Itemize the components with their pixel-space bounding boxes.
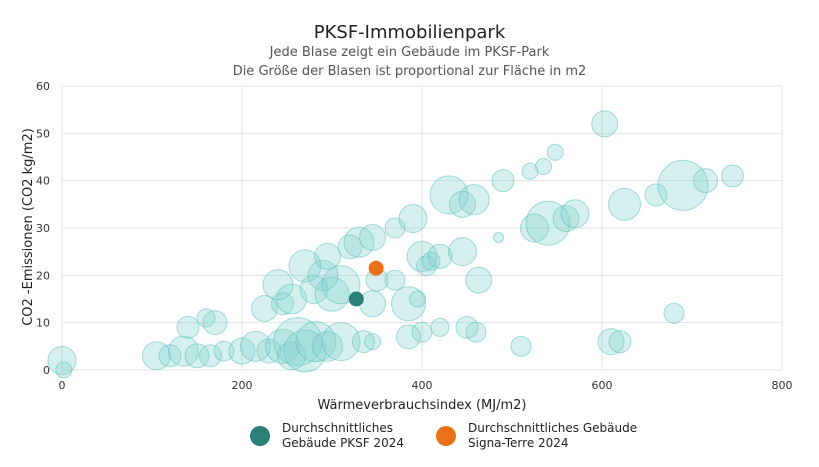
building-bubble — [343, 226, 375, 258]
chart-subtitle: Jede Blase zeigt ein Gebäude im PKSF-Par… — [269, 45, 550, 60]
building-bubble — [546, 143, 564, 161]
building-bubble — [364, 333, 381, 351]
building-bubble — [398, 204, 428, 234]
building-bubble — [448, 237, 477, 267]
chart-title: PKSF-Immobilienpark — [313, 22, 506, 43]
building-bubble — [663, 302, 685, 324]
building-bubble — [391, 286, 426, 322]
building-bubble — [384, 269, 406, 291]
grid — [61, 85, 783, 371]
building-bubble — [552, 205, 580, 233]
y-tick-label: 20 — [36, 269, 50, 282]
legend-label-signa-terre: Durchschnittliches Gebäude Signa-Terre 2… — [468, 421, 637, 451]
legend-marker-signa-terre — [436, 426, 456, 446]
building-bubble — [276, 283, 307, 315]
building-bubble — [314, 276, 350, 312]
x-tick-label: 0 — [59, 379, 66, 392]
building-bubble — [525, 200, 571, 246]
building-bubble — [196, 308, 216, 328]
building-bubble — [465, 321, 487, 343]
x-axis-label: Wärmeverbrauchsindex (MJ/m2) — [318, 398, 527, 413]
building-bubble — [510, 335, 532, 357]
building-bubble — [184, 343, 210, 369]
building-bubble — [352, 330, 375, 354]
building-bubble — [535, 157, 552, 175]
y-axis-label: CO2 -Emissionen (CO2 kg/m2) — [21, 128, 36, 326]
y-tick-label: 40 — [36, 175, 50, 188]
building-bubble — [213, 340, 235, 362]
building-bubble — [199, 344, 222, 368]
building-bubble — [396, 324, 421, 350]
chart-subtitle-size-note: Die Größe der Blasen ist proportional zu… — [232, 64, 587, 79]
building-bubble — [321, 322, 361, 362]
building-bubble — [430, 317, 450, 337]
signa-terre-average-marker — [368, 260, 384, 276]
building-bubble — [493, 231, 504, 243]
bubbles — [47, 110, 744, 379]
building-bubble — [520, 213, 549, 243]
building-bubble — [449, 190, 476, 218]
building-bubble — [421, 251, 441, 271]
building-bubble — [644, 183, 668, 207]
building-bubble — [608, 330, 632, 354]
building-bubble — [411, 321, 433, 343]
building-bubble — [608, 187, 641, 221]
building-bubble — [307, 259, 339, 291]
legend-marker-pksf — [250, 426, 270, 446]
building-bubble — [465, 266, 493, 294]
building-bubble — [168, 335, 199, 367]
building-bubble — [240, 330, 271, 362]
building-bubble — [47, 346, 77, 376]
y-tick-label: 0 — [43, 364, 50, 377]
building-bubble — [251, 294, 278, 322]
y-tick-label: 30 — [36, 222, 50, 235]
legend-label-pksf-line2: Gebäude PKSF 2024 — [282, 436, 405, 450]
building-bubble — [228, 337, 256, 365]
x-tick-label: 400 — [412, 379, 433, 392]
y-tick-label: 10 — [36, 317, 50, 330]
x-tick-label: 600 — [592, 379, 613, 392]
building-bubble — [416, 255, 437, 277]
building-bubble — [142, 341, 171, 371]
building-bubble — [176, 315, 200, 339]
legend-item-pksf: Durchschnittliches Gebäude PKSF 2024 — [250, 421, 404, 451]
legend-label-signa-line2: Signa-Terre 2024 — [468, 436, 569, 450]
x-tick-label: 800 — [772, 379, 793, 392]
building-bubble — [458, 184, 490, 216]
building-bubble — [429, 175, 469, 215]
x-tick-label: 200 — [232, 379, 253, 392]
building-bubble — [721, 164, 744, 188]
y-tick-label: 50 — [36, 127, 50, 140]
y-tick-label: 60 — [36, 80, 50, 93]
building-bubble — [359, 290, 386, 318]
building-bubble — [359, 223, 386, 251]
building-bubble — [288, 249, 322, 283]
building-bubble — [491, 169, 515, 193]
building-bubble — [560, 199, 590, 229]
building-bubble — [597, 328, 625, 356]
building-bubble — [427, 243, 453, 269]
building-bubble — [591, 110, 619, 138]
building-bubble — [657, 159, 709, 211]
building-bubble — [202, 310, 228, 336]
building-bubble — [409, 290, 426, 308]
building-bubble — [521, 162, 539, 180]
pksf-average-marker — [348, 291, 364, 307]
legend-label-signa-line1: Durchschnittliches Gebäude — [468, 421, 638, 435]
building-bubble — [312, 330, 343, 362]
legend-label-pksf-line1: Durchschnittliches — [282, 421, 394, 435]
building-bubble — [314, 242, 341, 270]
building-bubble — [693, 168, 718, 194]
building-bubble — [256, 338, 282, 364]
legend-label-pksf: Durchschnittliches Gebäude PKSF 2024 — [282, 421, 404, 451]
legend-item-signa-terre: Durchschnittliches Gebäude Signa-Terre 2… — [436, 421, 637, 451]
building-bubble — [262, 269, 294, 301]
building-bubble — [55, 361, 73, 379]
